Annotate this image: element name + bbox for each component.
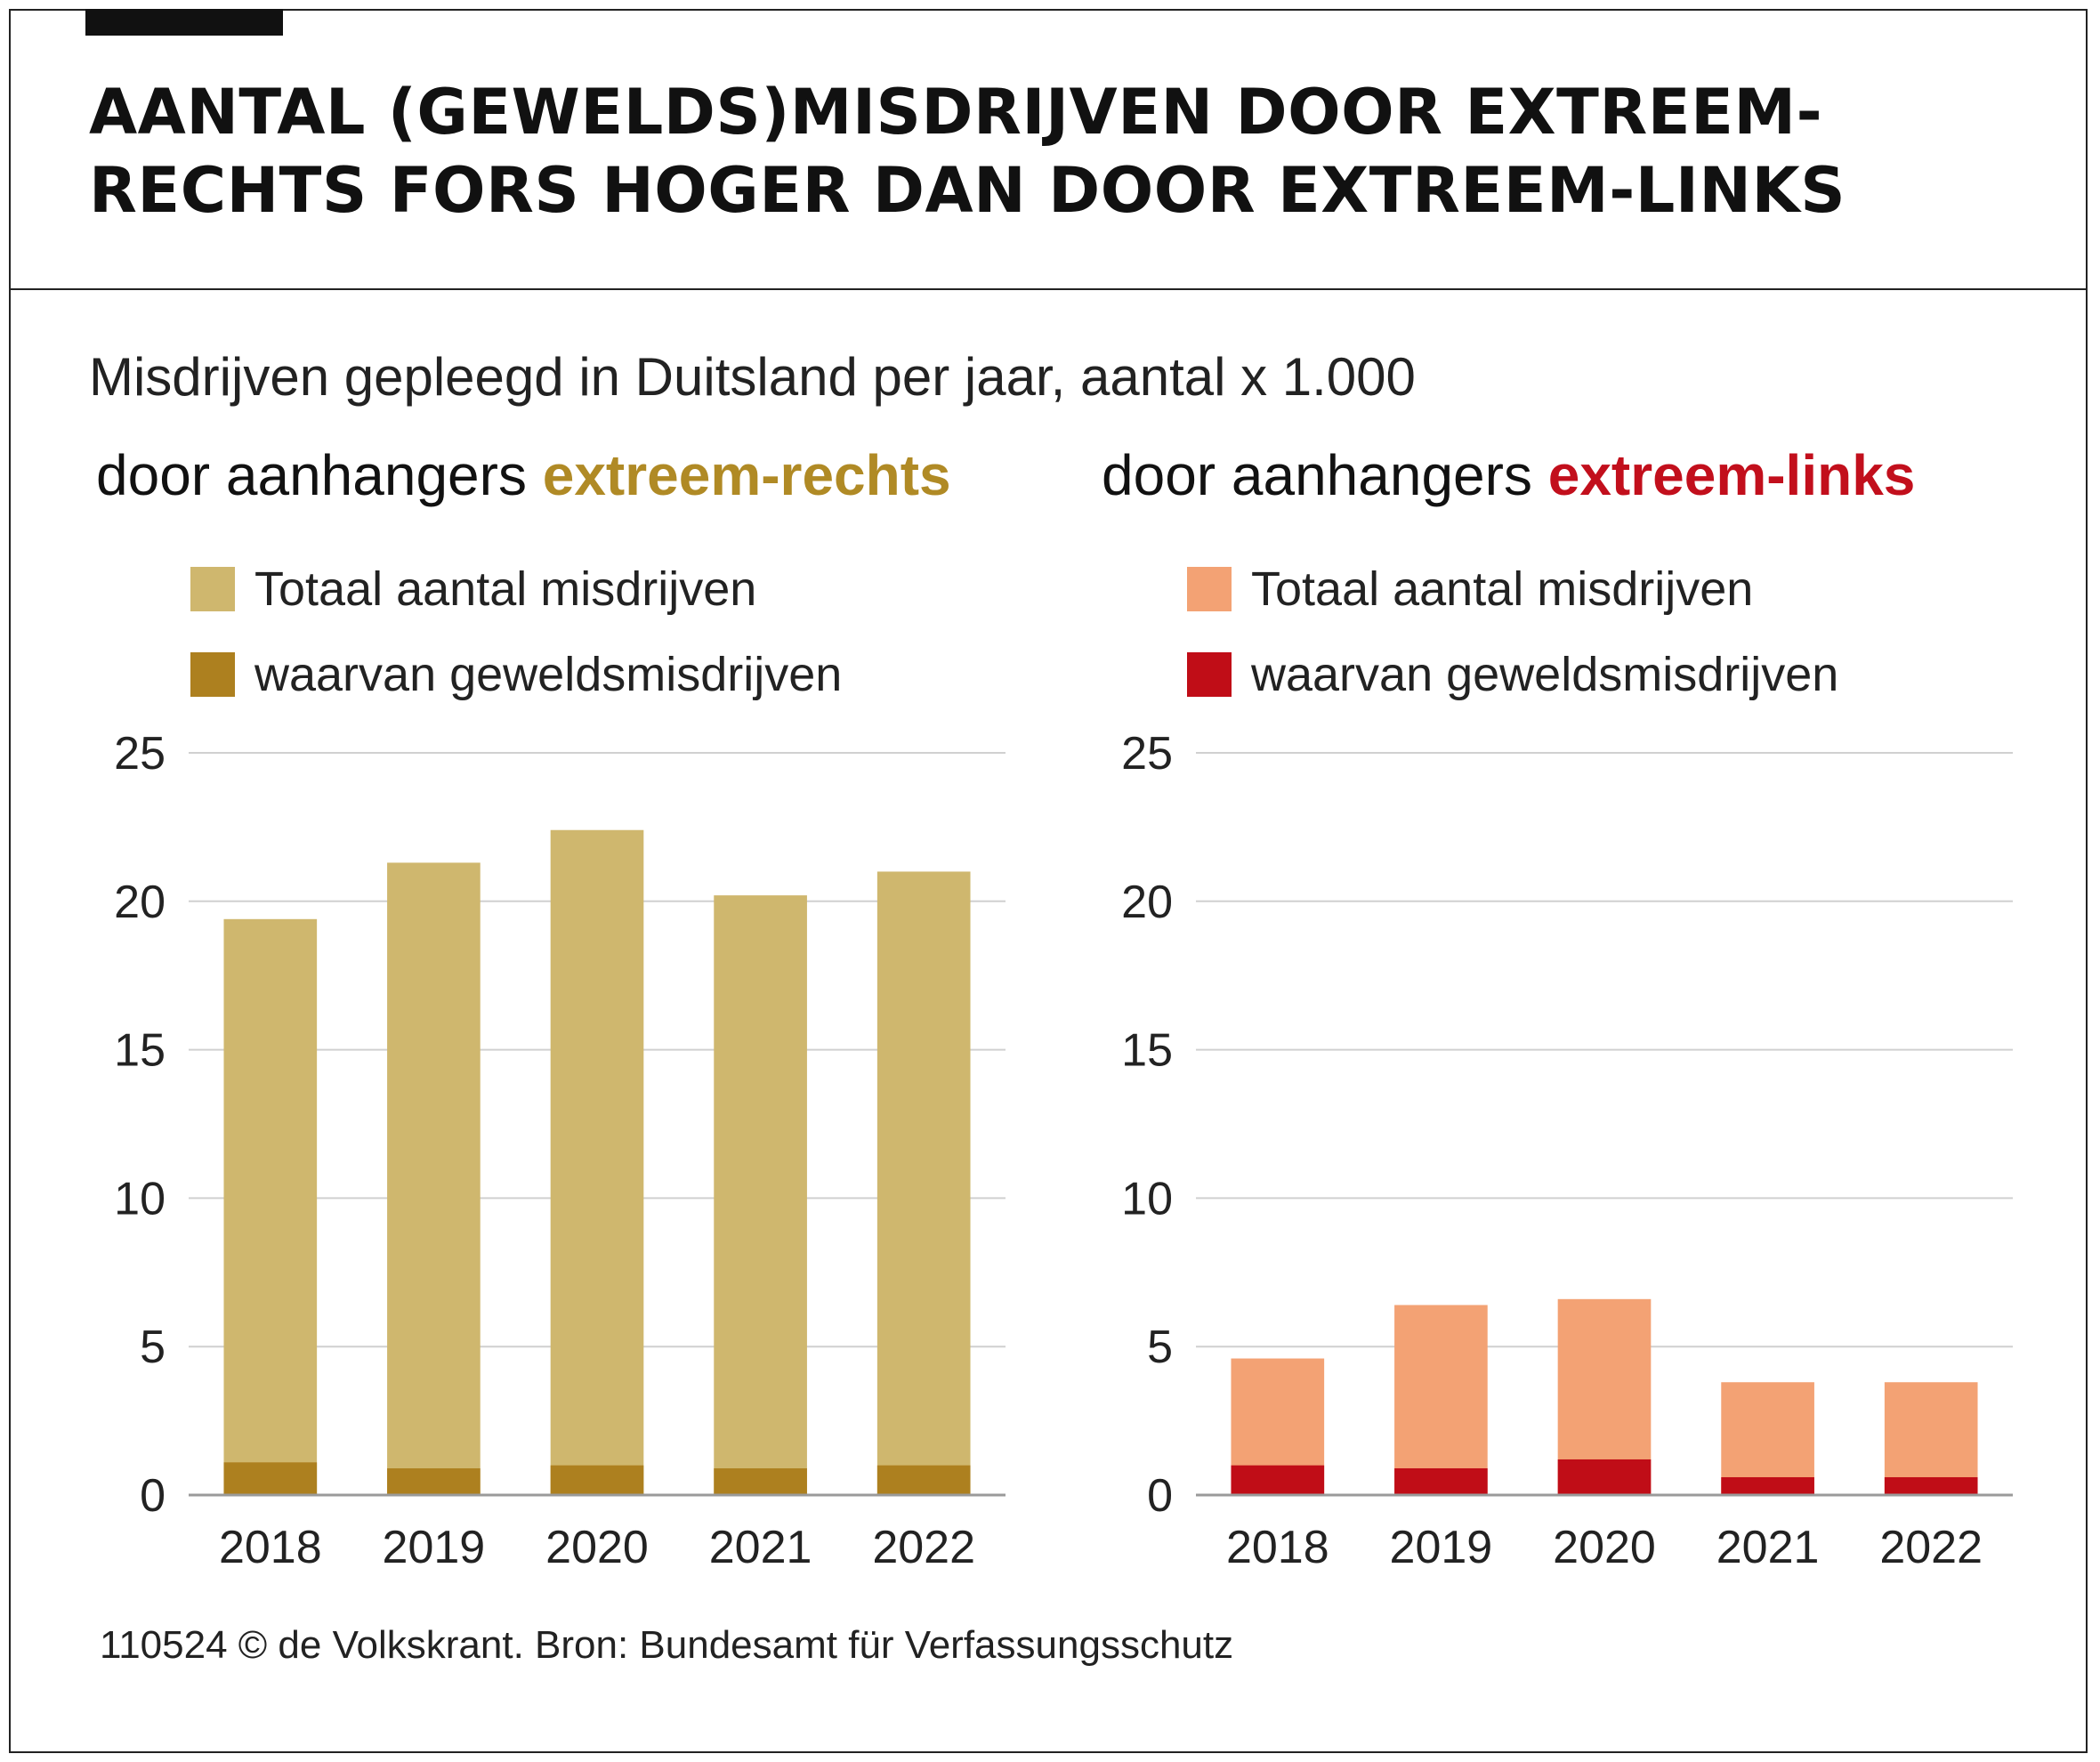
legend-swatch-left-violent (1187, 652, 1232, 697)
rechts-bar-total-2022 (876, 871, 971, 1495)
top-accent-bar (85, 9, 283, 36)
legend-item-right-total: Totaal aantal misdrijven (190, 562, 756, 616)
rechts-bar-total-2019 (387, 862, 481, 1495)
legend-swatch-right-violent (190, 652, 235, 697)
links-y-tick-label: 20 (1121, 877, 1173, 928)
rechts-bar-violent-2022 (876, 1465, 971, 1495)
source-footer: 110524 © de Volkskrant. Bron: Bundesamt … (100, 1623, 1234, 1667)
chart-frame (9, 9, 2088, 1753)
rechts-bar-total-2018 (223, 918, 318, 1495)
rechts-x-tick-label-2018: 2018 (219, 1522, 322, 1573)
group-title-prefix: door aanhangers (96, 443, 543, 507)
rechts-x-tick-label-2021: 2021 (709, 1522, 812, 1573)
links-x-tick-label-2020: 2020 (1553, 1522, 1656, 1573)
legend-label: Totaal aantal misdrijven (1251, 562, 1754, 616)
rechts-y-tick-label: 5 (140, 1322, 166, 1373)
rechts-bar-violent-2018 (223, 1462, 318, 1495)
rechts-y-tick-label: 0 (140, 1470, 166, 1522)
links-bar-violent-2018 (1231, 1465, 1325, 1495)
legend-item-right-violent: waarvan geweldsmisdrijven (190, 648, 843, 701)
links-bar-total-2019 (1394, 1305, 1488, 1495)
rechts-x-tick-label-2020: 2020 (545, 1522, 649, 1573)
links-bar-violent-2019 (1394, 1467, 1488, 1495)
legend-label: waarvan geweldsmisdrijven (1251, 648, 1839, 701)
rechts-y-tick-label: 15 (114, 1025, 166, 1077)
links-bar-violent-2021 (1721, 1476, 1814, 1495)
links-y-tick-label: 25 (1121, 728, 1173, 780)
chart-subtitle: Misdrijven gepleegd in Duitsland per jaa… (89, 347, 1416, 407)
legend-label: Totaal aantal misdrijven (254, 562, 757, 616)
bar-chart-extreem-rechts: 0 5 10 15 20 25 2018 2019 2020 2021 2022 (114, 728, 1006, 1573)
links-x-tick-label-2019: 2019 (1390, 1522, 1493, 1573)
rechts-y-tick-label: 25 (114, 728, 166, 780)
links-y-tick-label: 10 (1121, 1173, 1173, 1225)
rechts-x-tick-label-2019: 2019 (383, 1522, 486, 1573)
rechts-y-tick-label: 20 (114, 877, 166, 928)
legend-swatch-left-total (1187, 567, 1232, 611)
links-y-tick-label: 5 (1147, 1322, 1173, 1373)
links-x-tick-label-2018: 2018 (1226, 1522, 1329, 1573)
legend-swatch-right-total (190, 567, 235, 611)
rechts-bar-violent-2021 (714, 1467, 807, 1495)
rechts-bar-violent-2019 (387, 1467, 481, 1495)
chart-title: AANTAL (GEWELDS)MISDRIJVEN DOOR EXTREEM-… (89, 76, 1846, 227)
links-x-tick-label-2022: 2022 (1879, 1522, 1983, 1573)
rechts-bar-violent-2020 (550, 1465, 644, 1495)
legend-item-left-total: Totaal aantal misdrijven (1187, 562, 1753, 616)
bar-chart-extreem-links: 0 5 10 15 20 25 2018 2019 2020 2021 2022 (1121, 728, 2013, 1573)
group-title-extreem-links: door aanhangers extreem-links (1102, 440, 1915, 511)
links-x-tick-label-2021: 2021 (1716, 1522, 1820, 1573)
links-bar-violent-2020 (1557, 1459, 1652, 1495)
links-bar-violent-2022 (1884, 1476, 1978, 1495)
links-y-tick-label: 15 (1121, 1025, 1173, 1077)
links-y-tick-label: 0 (1147, 1470, 1173, 1522)
links-bar-total-2021 (1721, 1382, 1814, 1495)
rechts-bar-total-2020 (550, 829, 644, 1495)
group-title-highlight: extreem-links (1547, 443, 1916, 507)
group-title-extreem-rechts: door aanhangers extreem-rechts (96, 440, 951, 511)
rechts-bar-total-2021 (714, 895, 807, 1495)
title-divider (9, 288, 2088, 290)
rechts-x-tick-label-2022: 2022 (872, 1522, 975, 1573)
legend-item-left-violent: waarvan geweldsmisdrijven (1187, 648, 1839, 701)
group-title-prefix: door aanhangers (1102, 443, 1548, 507)
group-title-highlight: extreem-rechts (542, 443, 951, 507)
rechts-y-tick-label: 10 (114, 1173, 166, 1225)
links-bar-total-2022 (1884, 1382, 1978, 1495)
legend-label: waarvan geweldsmisdrijven (254, 648, 843, 701)
